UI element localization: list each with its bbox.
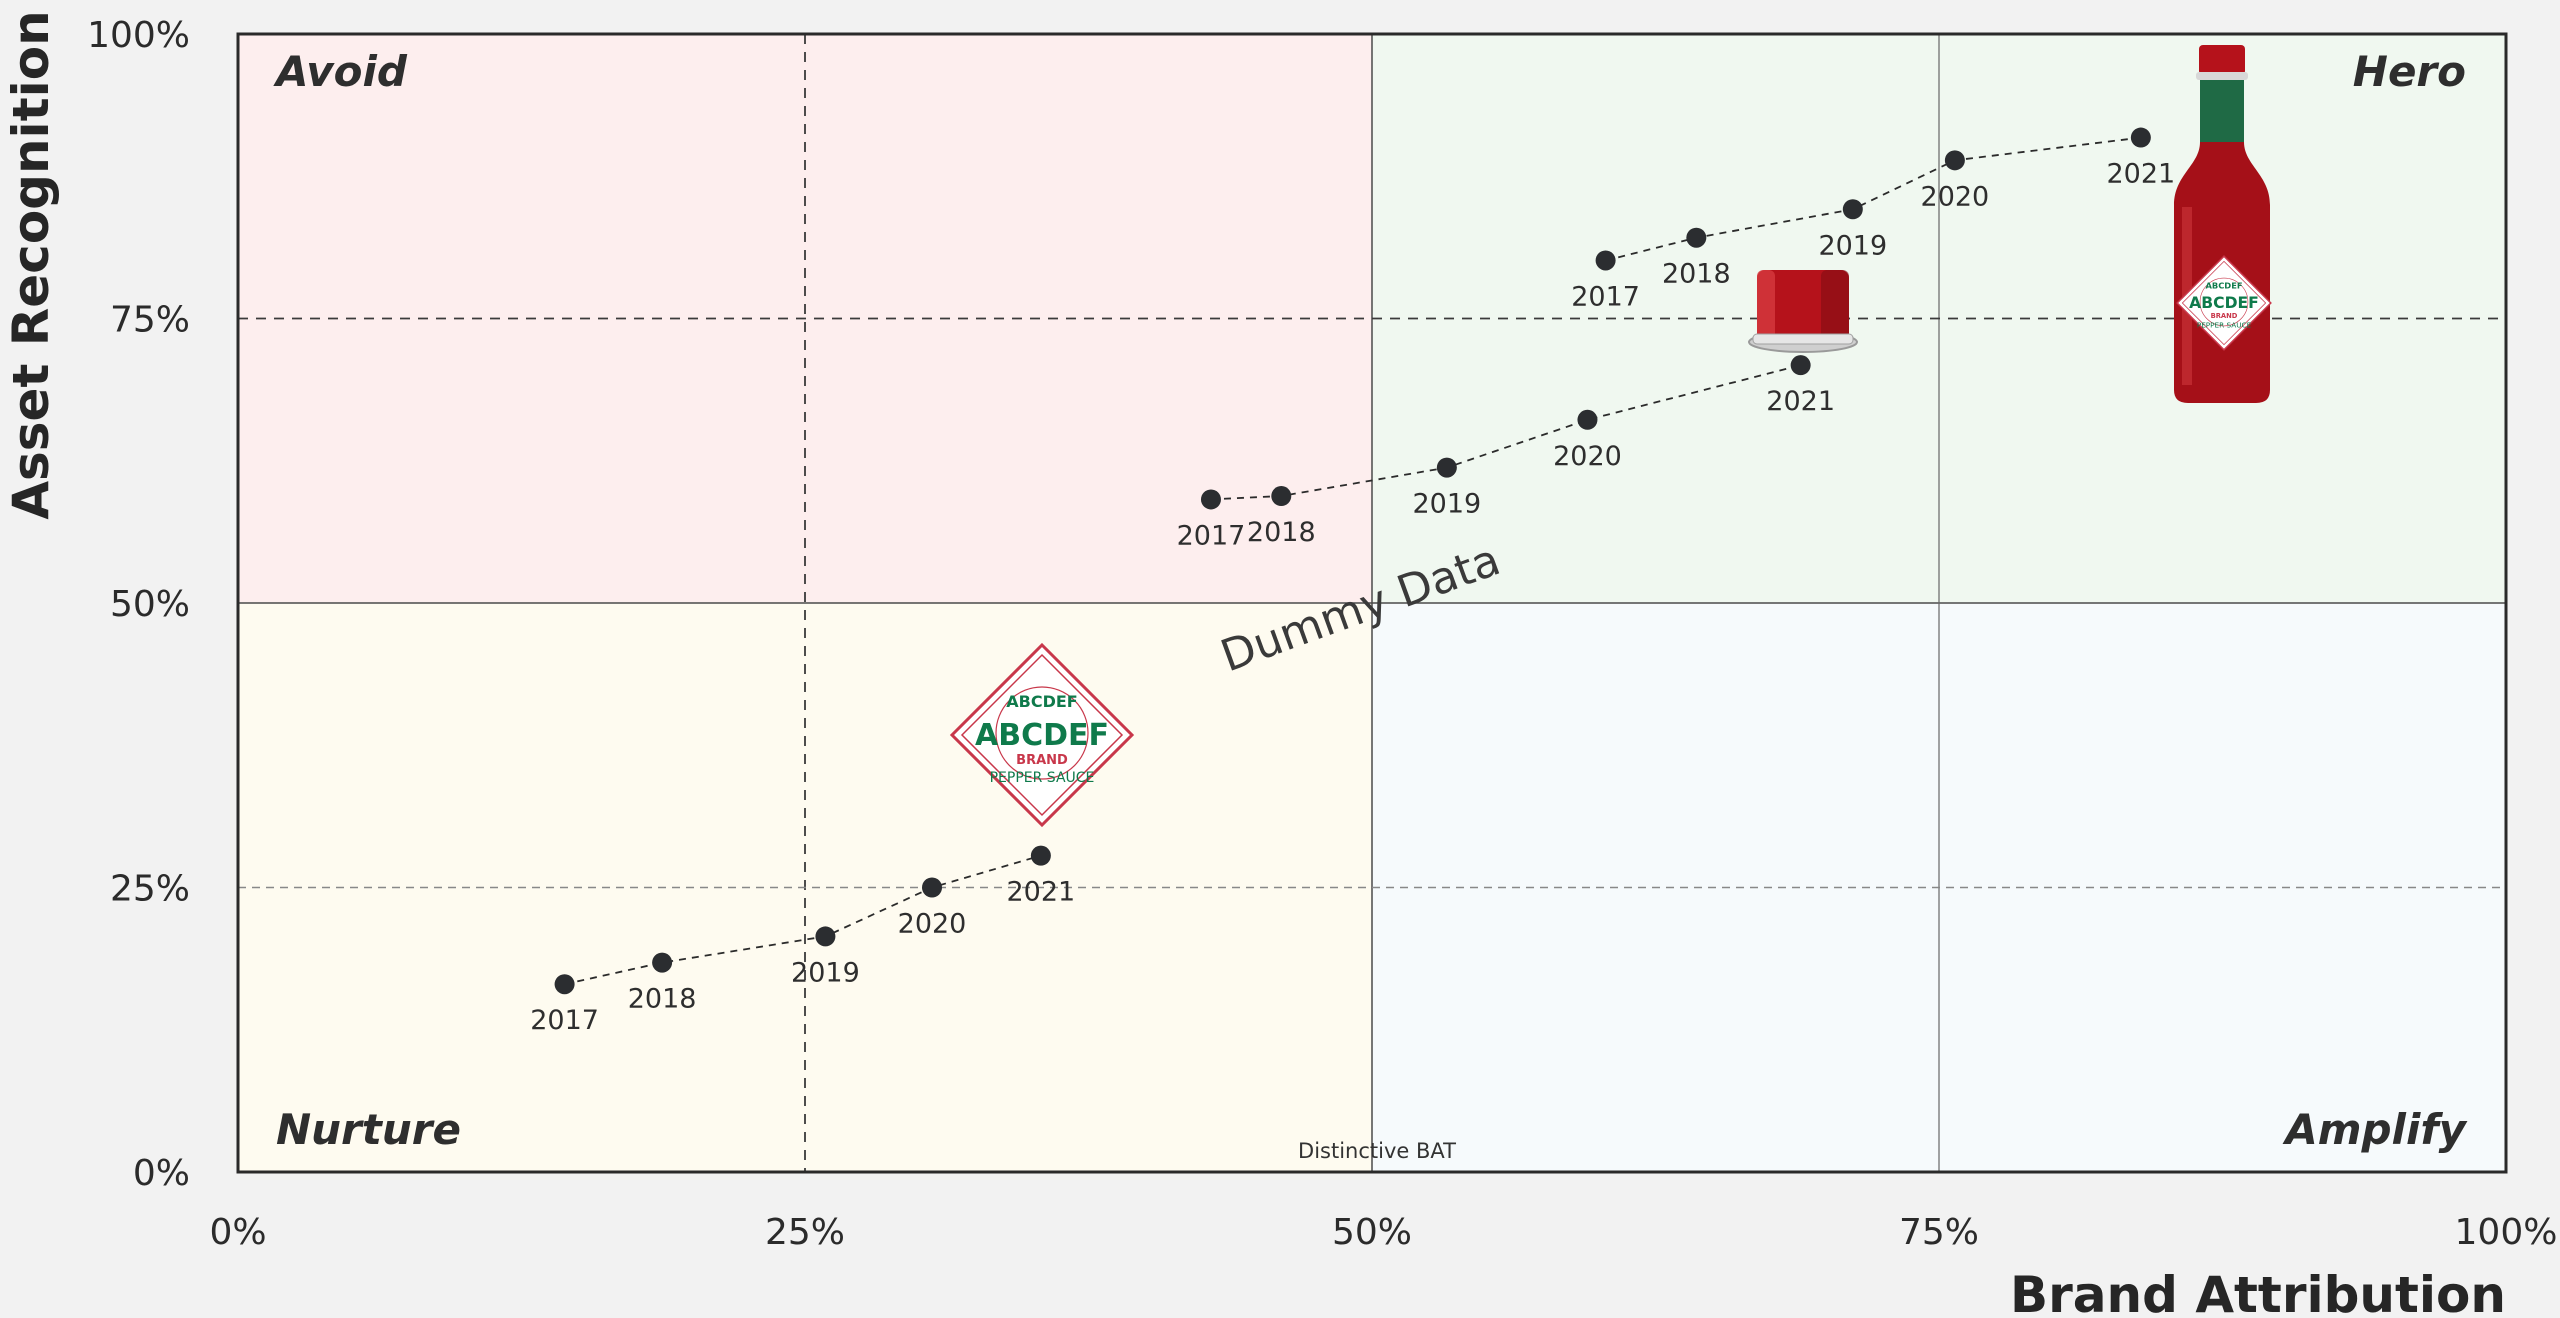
svg-text:BRAND: BRAND bbox=[2211, 312, 2238, 320]
data-point-label: 2019 bbox=[791, 957, 860, 988]
data-point-label: 2019 bbox=[1412, 489, 1481, 520]
quadrant-label-nurture: Nurture bbox=[276, 1105, 461, 1154]
plot-frame bbox=[236, 32, 2508, 1174]
svg-text:ABCDEF: ABCDEF bbox=[2205, 280, 2242, 290]
x-tick-label: 25% bbox=[765, 1212, 845, 1253]
y-axis-title: Asset Recognition bbox=[2, 10, 60, 519]
data-point bbox=[1030, 845, 1051, 866]
data-point bbox=[2130, 127, 2151, 148]
data-point-label: 2020 bbox=[1921, 181, 1990, 212]
data-point-label: 2020 bbox=[898, 909, 967, 940]
x-tick-label: 0% bbox=[209, 1212, 266, 1253]
data-point bbox=[1200, 489, 1221, 510]
data-point-label: 2017 bbox=[1177, 520, 1246, 551]
x-axis-ticks: 0% 25% 50% 75% 100% bbox=[209, 1212, 2557, 1253]
y-axis-ticks: 0% 25% 50% 75% 100% bbox=[87, 15, 190, 1194]
data-point bbox=[1842, 199, 1863, 220]
quadrant-label-amplify: Amplify bbox=[2282, 1105, 2467, 1154]
quadrant-label-hero: Hero bbox=[2353, 47, 2466, 96]
svg-text:PEPPER SAUCE: PEPPER SAUCE bbox=[990, 770, 1095, 786]
data-point-label: 2021 bbox=[1007, 877, 1076, 908]
x-tick-label: 75% bbox=[1899, 1212, 1979, 1253]
data-point-label: 2021 bbox=[1766, 386, 1835, 417]
data-point bbox=[1944, 150, 1965, 171]
bottle-cap-icon bbox=[1748, 270, 1858, 353]
y-tick-label: 50% bbox=[110, 584, 190, 625]
data-point-label: 2017 bbox=[1571, 281, 1640, 312]
quadrant-labels: Avoid Hero Nurture Amplify bbox=[273, 47, 2468, 1154]
data-point-label: 2021 bbox=[2106, 159, 2175, 190]
y-tick-label: 100% bbox=[87, 15, 190, 56]
data-point bbox=[1790, 355, 1811, 376]
series-bottle-cap: 2017 2018 2019 2020 2021 bbox=[1177, 355, 1835, 551]
svg-text:ABCDEF: ABCDEF bbox=[975, 718, 1109, 753]
data-point bbox=[1686, 227, 1707, 248]
y-tick-label: 75% bbox=[110, 300, 190, 341]
y-tick-label: 25% bbox=[110, 869, 190, 910]
svg-text:ABCDEF: ABCDEF bbox=[1006, 692, 1077, 711]
series-logo-diamond: 2017 2018 2019 2020 2021 bbox=[530, 845, 1076, 1036]
data-point bbox=[1271, 486, 1292, 507]
svg-text:BRAND: BRAND bbox=[1016, 753, 1068, 768]
data-point bbox=[1436, 457, 1457, 478]
x-axis-title: Brand Attribution bbox=[2010, 1266, 2506, 1318]
data-point bbox=[1577, 409, 1598, 430]
data-point-label: 2020 bbox=[1553, 441, 1622, 472]
distinctive-bat-annotation: Distinctive BAT bbox=[1298, 1139, 1456, 1163]
data-point-label: 2019 bbox=[1818, 230, 1887, 261]
data-point-label: 2018 bbox=[1247, 517, 1316, 548]
series-sauce-bottle: 2017 2018 2019 2020 2021 bbox=[1571, 127, 2175, 312]
data-point-label: 2018 bbox=[628, 984, 697, 1015]
data-point bbox=[815, 926, 836, 947]
data-point-label: 2018 bbox=[1662, 259, 1731, 290]
x-tick-label: 50% bbox=[1332, 1212, 1412, 1253]
x-tick-label: 100% bbox=[2455, 1212, 2558, 1253]
data-point bbox=[922, 877, 943, 898]
data-point bbox=[1595, 250, 1616, 271]
reference-lines bbox=[238, 34, 2506, 1172]
svg-text:PEPPER SAUCE: PEPPER SAUCE bbox=[2197, 320, 2252, 329]
data-point-label: 2017 bbox=[530, 1005, 599, 1036]
y-tick-label: 0% bbox=[133, 1153, 190, 1194]
data-point bbox=[554, 974, 575, 995]
quadrant-label-avoid: Avoid bbox=[273, 47, 408, 96]
data-point bbox=[652, 952, 673, 973]
svg-text:ABCDEF: ABCDEF bbox=[2189, 294, 2259, 312]
